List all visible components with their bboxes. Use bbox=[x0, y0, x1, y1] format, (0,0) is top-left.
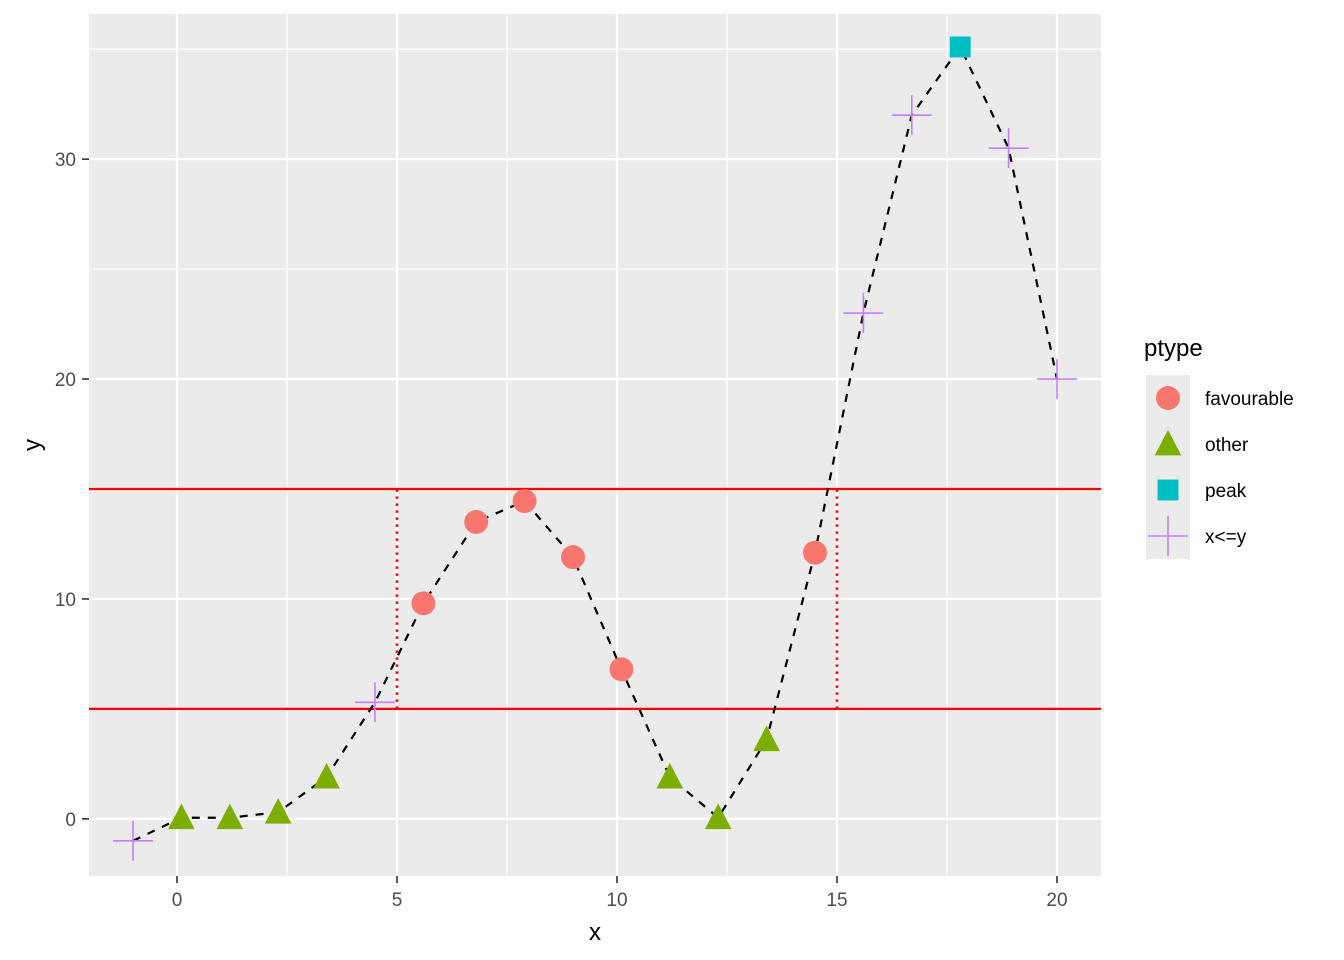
data-points bbox=[113, 36, 1077, 861]
x-axis-ticks: 0 5 10 15 20 bbox=[172, 876, 1068, 911]
x-tick-label: 10 bbox=[606, 890, 627, 911]
data-point-triangle bbox=[753, 725, 780, 752]
legend-title: ptype bbox=[1144, 335, 1203, 362]
x-tick-label: 15 bbox=[826, 890, 847, 911]
y-tick-label: 30 bbox=[55, 150, 76, 171]
data-point-circle bbox=[512, 489, 537, 514]
plot-panel bbox=[89, 14, 1101, 876]
legend: ptype favourable other peak x<=y bbox=[1144, 335, 1294, 559]
data-point-cross bbox=[843, 293, 884, 334]
x-axis-title: x bbox=[589, 919, 601, 946]
y-tick-label: 0 bbox=[65, 810, 76, 831]
legend-label: x<=y bbox=[1205, 527, 1247, 548]
data-point-triangle bbox=[656, 762, 684, 789]
y-tick-label: 20 bbox=[55, 370, 76, 391]
data-point-triangle bbox=[216, 803, 244, 830]
x-tick-label: 5 bbox=[392, 890, 403, 911]
data-point-circle bbox=[464, 509, 489, 534]
data-point-circle bbox=[803, 540, 827, 565]
data-point-triangle bbox=[313, 762, 340, 789]
data-point-cross bbox=[355, 682, 395, 723]
y-axis-ticks: 0 10 20 30 bbox=[55, 150, 89, 831]
connecting-dashed-line bbox=[132, 44, 1059, 842]
data-point-square bbox=[949, 36, 971, 58]
data-point-cross bbox=[988, 128, 1029, 169]
data-point-triangle bbox=[264, 798, 292, 824]
legend-key-cross bbox=[1148, 516, 1188, 556]
reference-lines bbox=[89, 487, 1101, 710]
y-axis-title: y bbox=[19, 439, 46, 451]
data-point-triangle bbox=[704, 803, 732, 830]
x-tick-label: 0 bbox=[172, 890, 183, 911]
data-point-cross bbox=[891, 95, 932, 136]
legend-key-square bbox=[1157, 479, 1179, 501]
legend-label: peak bbox=[1205, 481, 1247, 502]
legend-key-circle bbox=[1156, 386, 1180, 410]
data-point-circle bbox=[609, 657, 634, 682]
data-point-cross bbox=[113, 820, 153, 861]
data-point-cross bbox=[1037, 359, 1077, 399]
data-point-circle bbox=[561, 545, 585, 570]
legend-label: other bbox=[1205, 435, 1249, 456]
legend-label: favourable bbox=[1205, 389, 1294, 410]
data-point-circle bbox=[411, 591, 436, 616]
data-point-triangle bbox=[168, 803, 195, 830]
x-tick-label: 20 bbox=[1046, 890, 1067, 911]
y-tick-label: 10 bbox=[55, 590, 76, 611]
legend-key-triangle bbox=[1154, 429, 1182, 456]
grid-major bbox=[89, 14, 1101, 876]
